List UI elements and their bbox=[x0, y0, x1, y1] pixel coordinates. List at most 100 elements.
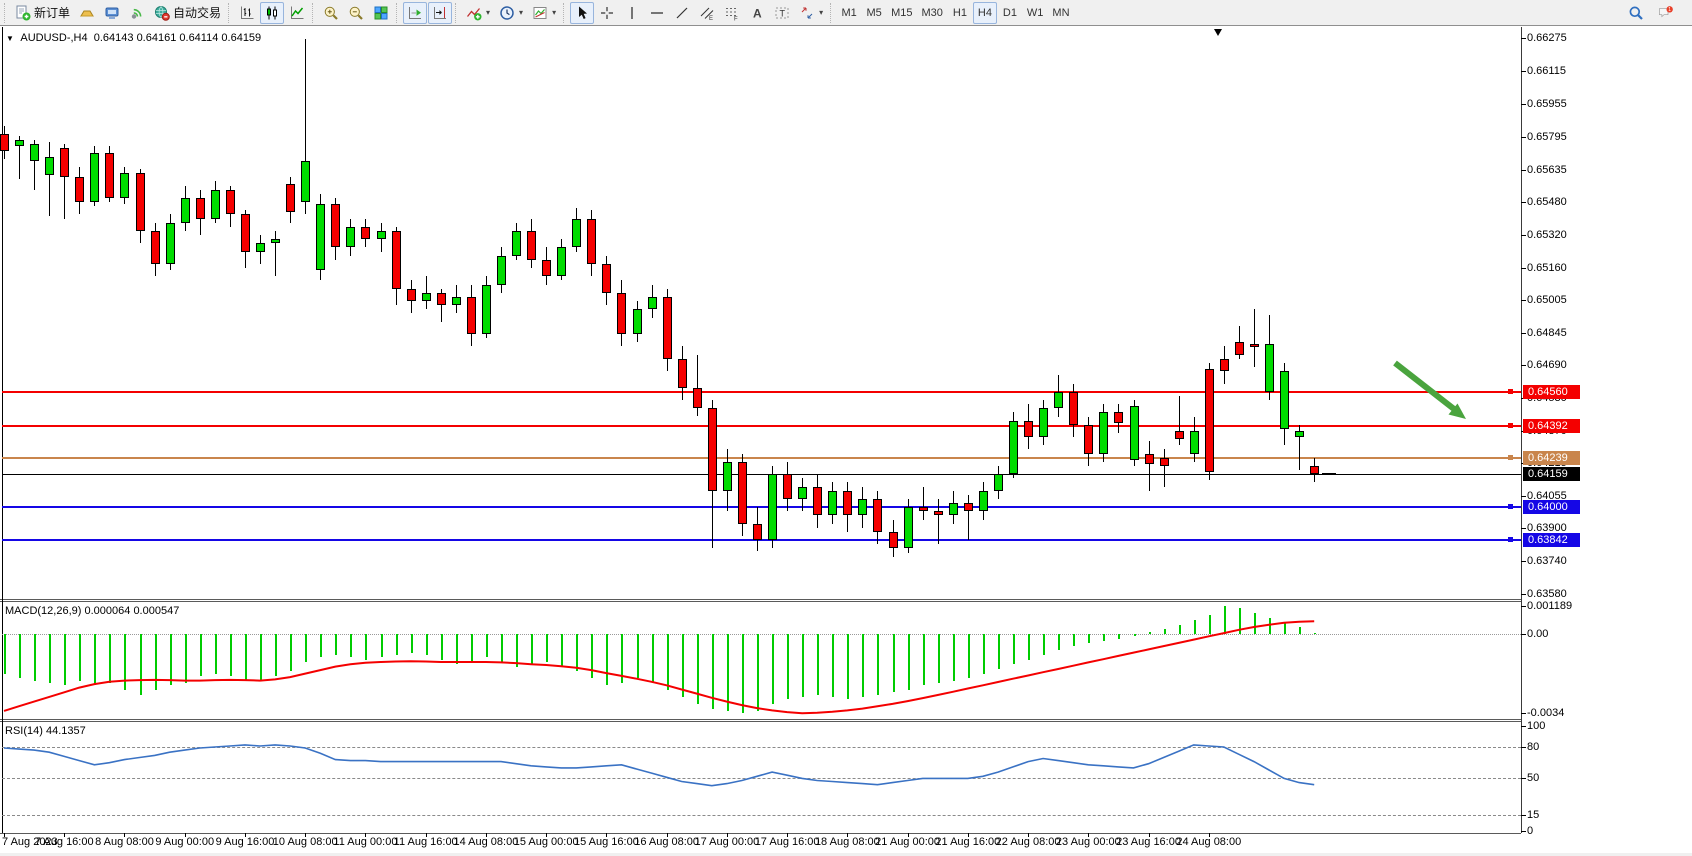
macd-histogram-bar bbox=[486, 634, 488, 658]
new-order-button[interactable]: 新订单 bbox=[11, 2, 74, 24]
chevron-down-icon[interactable]: ▾ bbox=[819, 8, 824, 17]
price-axis-tick: 0.65480 bbox=[1527, 196, 1567, 209]
price-axis-tick: 0.64690 bbox=[1527, 358, 1567, 371]
line-chart-button[interactable] bbox=[285, 2, 309, 24]
candle-wick bbox=[697, 354, 698, 417]
candle bbox=[105, 152, 114, 198]
chevron-down-icon[interactable]: ▾ bbox=[552, 8, 557, 17]
time-axis-tickmark bbox=[485, 833, 487, 837]
macd-histogram-bar bbox=[516, 634, 518, 667]
macd-histogram-bar bbox=[1314, 632, 1316, 634]
horizontal-line-button[interactable] bbox=[645, 2, 669, 24]
hline-marker[interactable] bbox=[1508, 423, 1513, 428]
candle bbox=[633, 309, 642, 335]
chart-shift-marker[interactable] bbox=[1214, 29, 1222, 36]
tf-d1[interactable]: D1 bbox=[998, 2, 1022, 24]
hline-marker[interactable] bbox=[1508, 537, 1513, 542]
text-label-button[interactable]: T bbox=[770, 2, 794, 24]
hline-marker[interactable] bbox=[1508, 504, 1513, 509]
line-chart-icon bbox=[289, 5, 305, 21]
crosshair-button[interactable] bbox=[595, 2, 619, 24]
macd-histogram-bar bbox=[832, 634, 834, 697]
tile-windows-button[interactable] bbox=[369, 2, 393, 24]
chevron-down-icon[interactable]: ▾ bbox=[519, 8, 524, 17]
time-axis-tickmark bbox=[425, 833, 427, 837]
candle bbox=[90, 152, 99, 203]
tf-m5[interactable]: M5 bbox=[862, 2, 886, 24]
chevron-down-icon[interactable]: ▾ bbox=[486, 8, 491, 17]
price-axis-tickmark bbox=[1521, 104, 1526, 106]
market-profile-button[interactable] bbox=[75, 2, 99, 24]
macd-histogram-bar bbox=[968, 634, 970, 679]
tf-h1[interactable]: H1 bbox=[948, 2, 972, 24]
macd-histogram-bar bbox=[305, 634, 307, 662]
hline-support-64000[interactable] bbox=[2, 506, 1521, 508]
candle bbox=[196, 197, 205, 219]
tf-m30[interactable]: M30 bbox=[918, 2, 947, 24]
macd-histogram-bar bbox=[998, 634, 1000, 669]
hline-level-64239[interactable] bbox=[2, 457, 1521, 459]
tf-h4[interactable]: H4 bbox=[972, 1, 997, 24]
rsi-line bbox=[3, 744, 1315, 787]
autotrading-button[interactable]: 自动交易 bbox=[150, 2, 225, 24]
search-button[interactable] bbox=[1624, 2, 1648, 24]
chart-shift-button[interactable] bbox=[428, 1, 453, 24]
fibonacci-button[interactable]: F bbox=[720, 2, 744, 24]
time-axis-tickmark bbox=[1028, 833, 1030, 837]
chevron-down-icon[interactable]: ▼ bbox=[6, 34, 14, 43]
vertical-line-button[interactable] bbox=[620, 2, 644, 24]
macd-axis-tickmark bbox=[1521, 634, 1526, 635]
tf-m1[interactable]: M1 bbox=[837, 2, 861, 24]
hline-marker[interactable] bbox=[1508, 389, 1513, 394]
equidistant-channel-button[interactable]: E bbox=[695, 2, 719, 24]
ohlc-high: 0.64161 bbox=[136, 32, 177, 44]
cursor-button[interactable] bbox=[570, 1, 595, 24]
hline-marker[interactable] bbox=[1508, 455, 1513, 460]
candle bbox=[678, 358, 687, 388]
time-axis-label: 15 Aug 00:00 bbox=[513, 836, 579, 848]
zoom-out-button[interactable] bbox=[344, 2, 368, 24]
tf-mn[interactable]: MN bbox=[1048, 2, 1073, 24]
macd-histogram-bar bbox=[381, 634, 383, 658]
time-axis-label: 18 Aug 08:00 bbox=[814, 836, 880, 848]
templates-button[interactable]: ▾ bbox=[528, 2, 560, 24]
signals-button[interactable] bbox=[125, 2, 149, 24]
periods-icon bbox=[499, 5, 515, 21]
candle bbox=[331, 204, 340, 248]
mql-community-button[interactable] bbox=[100, 2, 124, 24]
price-badge-64560: 0.64560 bbox=[1523, 385, 1580, 399]
periods-button[interactable]: ▾ bbox=[495, 2, 527, 24]
price-axis-tickmark bbox=[1521, 71, 1526, 73]
text-button[interactable]: A bbox=[745, 2, 769, 24]
new-order-button-label: 新订单 bbox=[34, 6, 71, 20]
price-axis-tickmark bbox=[1521, 38, 1526, 40]
arrows-button[interactable]: ▾ bbox=[795, 2, 827, 24]
chart-symbol: AUDUSD-,H4 bbox=[20, 32, 88, 44]
tf-m15[interactable]: M15 bbox=[887, 2, 916, 24]
hline-resistance-64392[interactable] bbox=[2, 425, 1521, 427]
crosshair-icon bbox=[599, 5, 615, 21]
rsi-axis-tick: 100 bbox=[1527, 720, 1546, 733]
indicators-button[interactable]: ▾ bbox=[462, 2, 494, 24]
candle bbox=[1039, 408, 1048, 438]
rsi-axis-tickmark bbox=[1521, 778, 1526, 780]
auto-scroll-button[interactable] bbox=[403, 1, 428, 24]
macd-histogram-bar bbox=[772, 634, 774, 704]
rsi-level-80 bbox=[2, 747, 1521, 748]
rsi-axis-tick: 0 bbox=[1527, 824, 1534, 837]
candle bbox=[949, 503, 958, 516]
time-axis-label: 17 Aug 16:00 bbox=[754, 836, 820, 848]
zoom-in-button[interactable] bbox=[319, 2, 343, 24]
bars-chart-button[interactable] bbox=[235, 2, 259, 24]
notifications-button[interactable]: 1 bbox=[1654, 2, 1686, 24]
time-axis-label: 10 Aug 08:00 bbox=[272, 836, 338, 848]
rsi-axis-tick: 50 bbox=[1527, 772, 1540, 785]
candle-wick bbox=[1299, 424, 1300, 471]
trendline-button[interactable] bbox=[670, 2, 694, 24]
candles-chart-button[interactable] bbox=[260, 1, 285, 24]
tf-w1[interactable]: W1 bbox=[1023, 2, 1048, 24]
candle bbox=[783, 474, 792, 499]
macd-panel-bottom-border[interactable] bbox=[0, 719, 1521, 720]
main-panel-bottom-border[interactable] bbox=[0, 599, 1521, 600]
hline-resistance-64560[interactable] bbox=[2, 391, 1521, 393]
